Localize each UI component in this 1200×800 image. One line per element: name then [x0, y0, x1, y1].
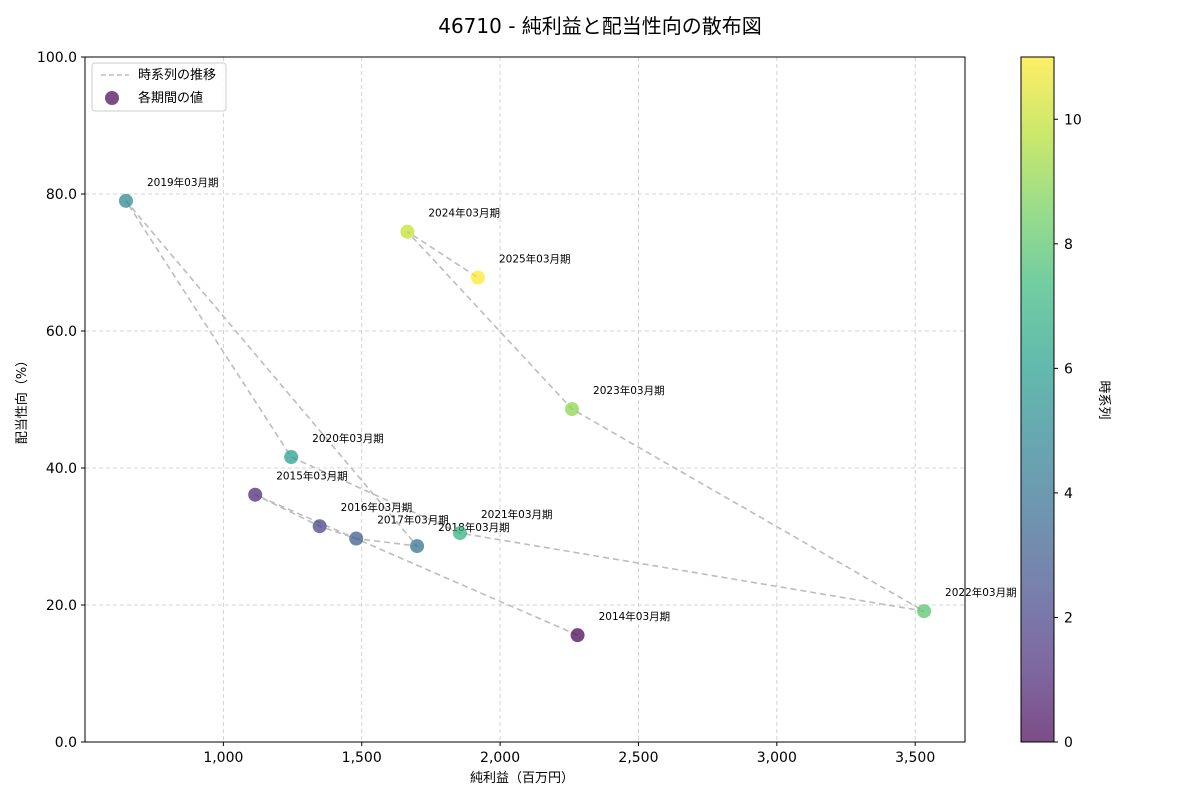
- point-label: 2022年03月期: [945, 586, 1017, 599]
- x-tick-label: 2,000: [480, 750, 520, 766]
- point-label: 2016年03月期: [341, 501, 413, 514]
- chart-title: 46710 - 純利益と配当性向の散布図: [438, 14, 762, 38]
- data-point: [452, 526, 467, 541]
- point-label: 2019年03月期: [147, 176, 219, 189]
- y-tick-label: 100.0: [37, 50, 77, 66]
- point-label: 2024年03月期: [428, 207, 500, 220]
- point-label: 2014年03月期: [599, 610, 671, 623]
- point-label: 2021年03月期: [481, 508, 553, 521]
- colorbar-label: 時系列: [1096, 380, 1111, 419]
- legend-marker-label: 各期間の値: [138, 90, 203, 106]
- colorbar-tick-label: 2: [1064, 610, 1073, 626]
- x-tick-label: 2,500: [618, 750, 658, 766]
- colorbar-tick-label: 6: [1064, 361, 1073, 377]
- point-label: 2017年03月期: [377, 514, 449, 527]
- y-tick-label: 80.0: [46, 187, 77, 203]
- colorbar-tick-label: 10: [1064, 112, 1082, 128]
- point-label: 2023年03月期: [593, 384, 665, 397]
- point-label: 2015年03月期: [276, 470, 348, 483]
- trend-line: [125, 200, 925, 636]
- plot-area: [85, 57, 965, 742]
- legend: 時系列の推移 各期間の値: [91, 62, 227, 112]
- x-axis-label: 純利益（百万円）: [470, 771, 574, 786]
- data-point: [284, 450, 299, 465]
- y-tick-label: 20.0: [46, 598, 77, 614]
- data-point: [118, 193, 133, 208]
- legend-line-label: 時系列の推移: [138, 68, 216, 83]
- data-point: [565, 402, 580, 417]
- data-point: [570, 628, 585, 643]
- data-point: [349, 531, 364, 546]
- colorbar: 時系列 0 2 4 6 8 10: [1020, 56, 1111, 751]
- colorbar-gradient: [1020, 56, 1055, 743]
- point-label: 2020年03月期: [312, 432, 384, 445]
- x-tick-label: 1,500: [342, 750, 382, 766]
- point-label: 2025年03月期: [499, 253, 571, 266]
- plot-frame: [84, 56, 966, 743]
- data-point: [400, 224, 415, 239]
- legend-marker-swatch: [105, 91, 119, 105]
- data-point: [410, 539, 425, 554]
- y-tick-label: 60.0: [46, 324, 77, 340]
- y-tick-label: 40.0: [46, 461, 77, 477]
- x-tick-label: 3,000: [757, 750, 797, 766]
- colorbar-tick-label: 8: [1064, 237, 1073, 253]
- y-axis-label: 配当性向（%）: [14, 354, 30, 444]
- point-label: 2018年03月期: [438, 521, 510, 534]
- data-point: [248, 487, 263, 502]
- data-point: [470, 270, 485, 285]
- x-tick-label: 1,000: [203, 750, 243, 766]
- y-tick-label: 0.0: [55, 735, 77, 751]
- data-point: [312, 519, 327, 534]
- x-tick-label: 3,500: [895, 750, 935, 766]
- data-point: [917, 604, 932, 619]
- colorbar-tick-label: 0: [1064, 735, 1073, 751]
- colorbar-tick-label: 4: [1064, 486, 1073, 502]
